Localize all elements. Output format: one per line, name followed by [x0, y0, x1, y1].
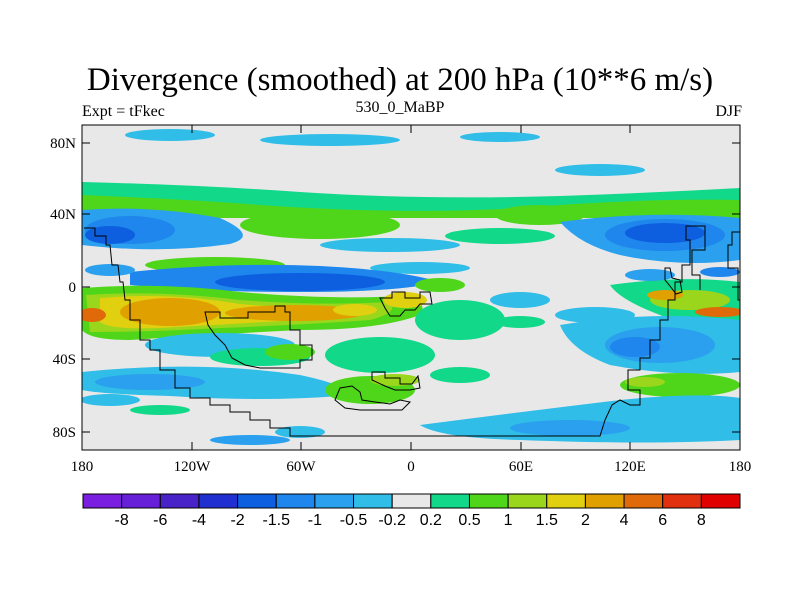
- colorbar-label: 2: [581, 512, 590, 529]
- field-patch: [625, 269, 675, 281]
- field-patch: [383, 292, 427, 308]
- field-patch: [333, 304, 377, 316]
- colorbar-label: -2: [230, 512, 244, 529]
- lon-tick-label: 60E: [509, 459, 533, 475]
- colorbar-swatch: [314, 493, 355, 509]
- field-patch: [555, 164, 645, 176]
- field-patch: [370, 374, 420, 386]
- colorbar-label: -0.5: [340, 512, 368, 529]
- colorbar-swatch: [391, 493, 432, 509]
- field-patch: [495, 205, 585, 225]
- field-patch: [625, 377, 665, 387]
- colorbar-swatch: [121, 493, 161, 509]
- field-patch: [265, 344, 315, 360]
- colorbar-label: 0.2: [420, 512, 442, 529]
- field-patch: [430, 367, 490, 383]
- lat-tick-label: 40N: [50, 207, 76, 223]
- field-patch: [130, 405, 190, 415]
- lat-axis: 80N 40N 0 40S 80S: [50, 136, 740, 441]
- lat-tick-label: 40S: [53, 352, 76, 368]
- field-patch: [495, 316, 545, 328]
- colorbar: -8 -6 -4 -2 -1.5 -1 -0.5 -0.2 0.2 0.5 1 1.5 2 4 6 8: [82, 493, 741, 529]
- field-patch: [415, 278, 465, 292]
- colorbar-swatch: [275, 493, 316, 509]
- field-patch: [610, 337, 660, 357]
- field-patch: [125, 129, 215, 141]
- colorbar-label: 1.5: [536, 512, 558, 529]
- colorbar-swatch: [468, 493, 509, 509]
- colorbar-label: 0.5: [458, 512, 480, 529]
- coastline: [84, 225, 740, 437]
- colorbar-swatch: [507, 493, 548, 509]
- field-patch: [625, 223, 705, 243]
- colorbar-label: -1.5: [262, 512, 290, 529]
- colorbar-swatch: [662, 493, 702, 509]
- lat-tick-label: 80N: [50, 136, 76, 152]
- lon-tick-label: 120W: [174, 459, 212, 475]
- colorbar-swatch: [237, 493, 277, 509]
- colorbar-swatch: [159, 493, 200, 509]
- season-label: DJF: [715, 103, 742, 120]
- field-patch: [82, 394, 140, 406]
- colorbar-label: -6: [153, 512, 167, 529]
- field-patch: [260, 134, 400, 146]
- field-patch: [85, 226, 135, 244]
- colorbar-label: -8: [115, 512, 129, 529]
- field-patch: [120, 298, 220, 326]
- lon-axis: 180 120W 60W 0 60E 120E 180: [71, 125, 752, 475]
- colorbar-swatch: [546, 493, 586, 509]
- colorbar-swatch: [353, 493, 393, 509]
- colorbar-label: -0.2: [378, 512, 406, 529]
- divergence-field: [82, 125, 740, 450]
- colorbar-swatch: [82, 493, 123, 509]
- map-title: Divergence (smoothed) at 200 hPa (10**6 …: [86, 62, 714, 98]
- lon-tick-label: 0: [407, 459, 415, 475]
- colorbar-swatch: [584, 493, 625, 509]
- field-patch: [445, 228, 555, 244]
- field-patch: [95, 374, 205, 390]
- field-patch: [490, 292, 550, 308]
- lat-tick-label: 0: [69, 280, 77, 296]
- field-patch: [320, 238, 460, 252]
- field-patch: [695, 307, 740, 317]
- colorbar-swatch: [198, 493, 239, 509]
- field-patch: [415, 300, 505, 340]
- colorbar-label: 6: [658, 512, 667, 529]
- field-patch: [325, 337, 435, 373]
- colorbar-swatch: [700, 493, 741, 509]
- field-patch: [215, 273, 385, 291]
- colorbar-swatch: [430, 493, 470, 509]
- colorbar-label: 8: [697, 512, 706, 529]
- lon-tick-label: 120E: [614, 459, 646, 475]
- colorbar-label: 4: [620, 512, 629, 529]
- lon-tick-label: 60W: [286, 459, 316, 475]
- field-patch: [510, 420, 630, 436]
- lon-tick-label: 180: [729, 459, 752, 475]
- field-patch: [275, 426, 325, 438]
- field-patch: [225, 305, 365, 321]
- colorbar-label: -1: [308, 512, 322, 529]
- field-patch: [82, 308, 106, 322]
- experiment-label: Expt = tFkec: [82, 103, 165, 120]
- colorbar-swatch: [623, 493, 664, 509]
- field-patch: [370, 262, 470, 274]
- field-patch: [85, 264, 135, 276]
- lat-tick-label: 80S: [53, 425, 76, 441]
- field-patch: [240, 211, 400, 239]
- field-patch: [700, 267, 740, 277]
- colorbar-label: 1: [504, 512, 513, 529]
- field-patch: [210, 435, 290, 445]
- run-label: 530_0_MaBP: [355, 99, 445, 116]
- field-patch: [647, 290, 683, 300]
- colorbar-label: -4: [192, 512, 206, 529]
- field-patch: [460, 132, 540, 142]
- field-patch: [420, 395, 740, 443]
- lon-tick-label: 180: [71, 459, 94, 475]
